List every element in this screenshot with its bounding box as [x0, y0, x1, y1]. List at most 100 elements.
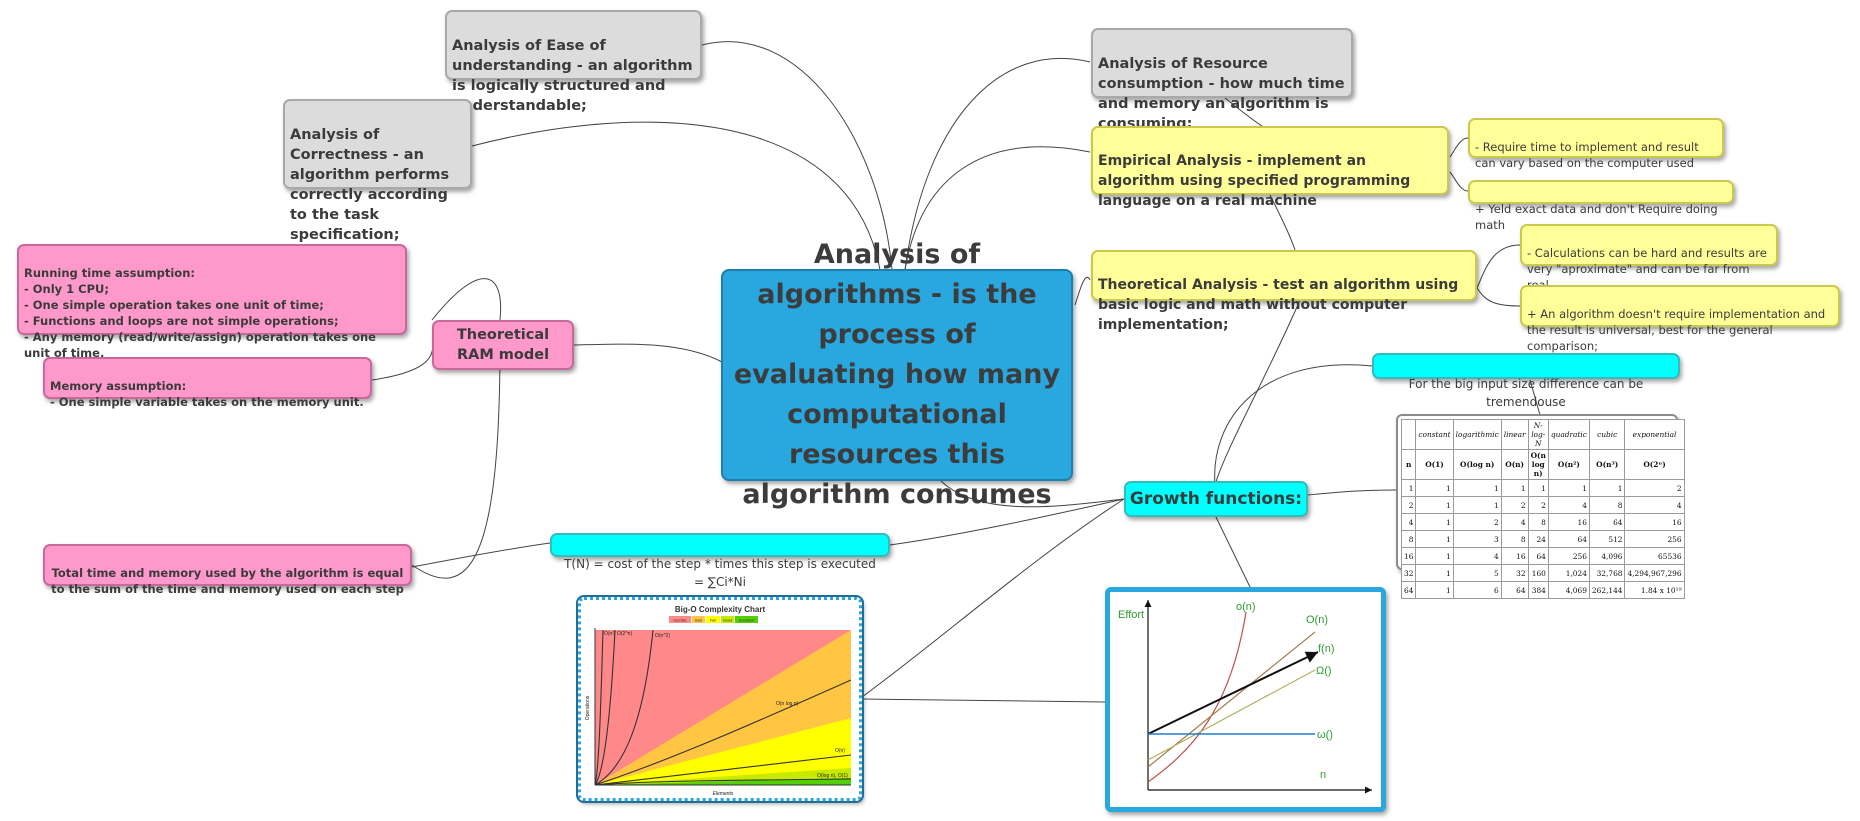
legend-swatch — [735, 616, 758, 623]
bigo-ylabel: Operations — [585, 695, 591, 720]
category-cell: exponential — [1624, 419, 1685, 450]
label-exponential: O(2^n) — [617, 631, 632, 637]
node-formula-label: T(N) = cost of the step * times this ste… — [564, 557, 876, 589]
order-cell: n — [1400, 449, 1417, 480]
link-ease — [701, 41, 893, 271]
node-formula[interactable]: T(N) = cost of the step * times this ste… — [550, 533, 890, 589]
table-cell: 2 — [1527, 496, 1549, 514]
curve-log — [594, 778, 852, 786]
table-row: 64 1 6 64 384 4,069 262,144 1.84 x 10¹⁹ — [1400, 581, 1685, 599]
node-ease-of-understanding[interactable]: Analysis of Ease of understanding - an a… — [445, 10, 702, 114]
table-row: 16 1 4 16 64 256 4,096 65536 — [1400, 547, 1685, 565]
node-running-time-label: Running time assumption: - Only 1 CPU; -… — [24, 266, 376, 360]
node-empirical-con[interactable]: - Require time to implement and result c… — [1468, 118, 1724, 170]
bigo-legend: Horrible Bad Fair Good Excellent — [669, 616, 758, 623]
category-cell: quadratic — [1547, 419, 1590, 450]
growth-table-image[interactable]: constant logarithmic linear N-log-N quad… — [1396, 414, 1685, 599]
bigo-chart-image[interactable]: Big-O Complexity Chart Horrible Bad Fair Go… — [578, 597, 862, 801]
table-cell: 2 — [1500, 496, 1529, 514]
order-cell: O(n²) — [1547, 449, 1590, 480]
curve-factorial — [594, 629, 604, 786]
table-cell: 64 — [1400, 581, 1417, 599]
link-growth-asym — [1214, 514, 1251, 588]
link-empirical — [904, 146, 1091, 271]
bigo-title: Big-O Complexity Chart — [675, 605, 766, 614]
table-cell: 1 — [1415, 513, 1454, 531]
label-quadratic: O(n^2) — [655, 633, 670, 639]
table-cell: 512 — [1588, 530, 1626, 548]
bigo-xlabel: Elements — [713, 791, 734, 797]
table-cell: 8 — [1500, 530, 1529, 548]
category-cell: logarithmic — [1452, 419, 1502, 450]
link-emp-con — [1449, 137, 1469, 158]
node-theoretical-ram-model[interactable]: Theoretical RAM model — [432, 320, 574, 370]
node-running-time-assumption[interactable]: Running time assumption: - Only 1 CPU; -… — [17, 244, 407, 360]
link-theo-con — [1476, 244, 1521, 289]
node-total-time-memory[interactable]: Total time and memory used by the algori… — [43, 544, 412, 596]
table-row: 8 1 3 8 24 64 512 256 — [1400, 530, 1685, 548]
table-cell: 32 — [1500, 564, 1529, 582]
node-empirical-analysis[interactable]: Empirical Analysis - implement an algori… — [1091, 126, 1449, 209]
node-total-label: Total time and memory used by the algori… — [51, 566, 404, 596]
link-formula-growth — [889, 498, 1125, 546]
node-theoretical-con[interactable]: - Calculations can be hard and results a… — [1520, 224, 1778, 292]
table-cell: 32,768 — [1588, 564, 1626, 582]
node-empirical-pro-label: + Yeld exact data and don't Require doin… — [1475, 202, 1718, 232]
table-cell: 64 — [1500, 581, 1529, 599]
table-cell: 8 — [1527, 513, 1549, 531]
link-bigo — [861, 498, 1125, 698]
legend-swatch — [721, 616, 734, 623]
table-cell: 1 — [1527, 479, 1549, 497]
node-growth-functions[interactable]: Growth functions: — [1124, 481, 1308, 517]
table-cell: 2 — [1452, 513, 1502, 531]
table-cell: 2 — [1400, 496, 1417, 514]
node-theoretical-pro[interactable]: + An algorithm doesn't require implement… — [1520, 285, 1840, 353]
asymptotic-chart-image[interactable]: Effort n o(n) O(n) f(n) Ω() ω() — [1105, 587, 1386, 812]
table-cell: 4 — [1547, 496, 1590, 514]
legend-label: Good — [723, 619, 732, 623]
link-correctness — [471, 121, 881, 271]
curve-exponential — [594, 629, 616, 786]
link-growth — [939, 479, 1125, 508]
node-big-input[interactable]: For the big input size difference can be… — [1372, 353, 1680, 409]
table-row: 4 1 2 4 8 16 64 16 — [1400, 513, 1685, 531]
node-correctness-label: Analysis of Correctness - an algorithm p… — [290, 127, 450, 243]
link-empirical-theoretical — [1269, 194, 1296, 251]
table-cell: 1 — [1547, 479, 1590, 497]
curve-little-o — [1147, 611, 1247, 783]
table-cell: 1 — [1415, 581, 1454, 599]
node-ram-label: Theoretical RAM model — [456, 327, 550, 363]
node-empirical-con-label: - Require time to implement and result c… — [1475, 140, 1699, 170]
asymptotic-chart: Effort n o(n) O(n) f(n) Ω() ω() — [1118, 600, 1372, 794]
node-theoretical-label: Theoretical Analysis - test an algorithm… — [1098, 277, 1459, 333]
node-correctness[interactable]: Analysis of Correctness - an algorithm p… — [283, 99, 472, 243]
node-theoretical-analysis[interactable]: Theoretical Analysis - test an algorithm… — [1091, 250, 1477, 333]
bigo-chart: Big-O Complexity Chart Horrible Bad Fair Go… — [585, 605, 852, 797]
legend-swatch — [669, 616, 691, 623]
table-cell: 1,024 — [1547, 564, 1590, 582]
legend-label: Horrible — [673, 619, 686, 623]
node-memory-label: Memory assumption: - One simple variable… — [50, 379, 364, 409]
central-topic[interactable]: Analysis of algorithms - is the process … — [721, 239, 1073, 510]
legend-label: Bad — [695, 619, 702, 623]
asym-xlabel: n — [1320, 769, 1326, 781]
order-cell: O(log n) — [1452, 449, 1502, 480]
node-memory-assumption[interactable]: Memory assumption: - One simple variable… — [43, 357, 372, 409]
table-cell: 1 — [1415, 547, 1454, 565]
node-empirical-pro[interactable]: + Yeld exact data and don't Require doin… — [1468, 180, 1734, 232]
link-growth-big — [1214, 364, 1373, 486]
node-resource-consumption[interactable]: Analysis of Resource consumption - how m… — [1091, 28, 1353, 132]
table-cell: 16 — [1547, 513, 1590, 531]
table-cell: 4 — [1400, 513, 1417, 531]
order-cell: O(2ⁿ) — [1624, 449, 1685, 480]
table-cell: 16 — [1400, 547, 1417, 565]
link-bigo-asym — [861, 698, 1106, 703]
table-cell: 64 — [1527, 547, 1549, 565]
order-cell: O(1) — [1415, 449, 1454, 480]
curve-f — [1147, 651, 1319, 735]
node-empirical-label: Empirical Analysis - implement an algori… — [1098, 153, 1411, 209]
table-cell: 1 — [1400, 479, 1417, 497]
